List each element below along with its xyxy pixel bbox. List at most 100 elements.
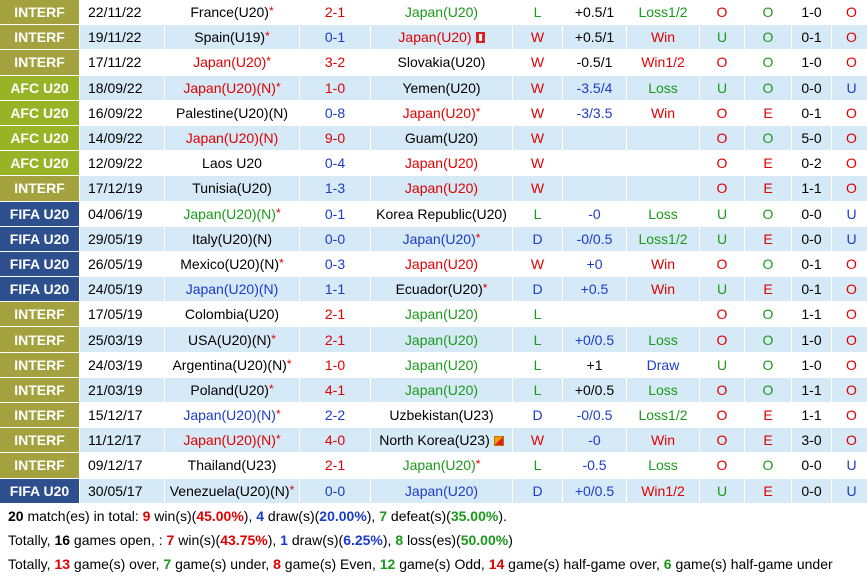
league-badge[interactable]: INTERF — [0, 327, 79, 352]
league-badge[interactable]: INTERF — [0, 176, 79, 201]
home-team-name[interactable]: Venezuela(U20)(N) — [169, 482, 290, 499]
away-team-name[interactable]: Japan(U20) — [404, 482, 479, 499]
match-score[interactable]: 0-3 — [300, 251, 370, 277]
home-team-name[interactable]: Japan(U20)(N) — [183, 205, 276, 222]
odd-even: O — [745, 25, 791, 50]
away-team: Japan(U20)* — [371, 453, 512, 478]
match-score[interactable]: 2-1 — [300, 327, 370, 352]
home-team-name[interactable]: Thailand(U23) — [187, 457, 277, 474]
away-team-name[interactable]: Japan(U20) — [404, 381, 479, 398]
home-team-name[interactable]: Colombia(U20) — [184, 306, 280, 323]
away-team-name[interactable]: Japan(U20) — [404, 4, 479, 21]
league-badge[interactable]: INTERF — [0, 50, 79, 75]
half-time-score: 0-0 — [792, 478, 831, 503]
league-badge[interactable]: FIFA U20 — [0, 201, 79, 226]
home-team-name[interactable]: Argentina(U20)(N) — [172, 356, 287, 373]
home-team-name[interactable]: Japan(U20)(N) — [185, 281, 279, 298]
league-badge[interactable]: INTERF — [0, 377, 79, 402]
league-badge[interactable]: AFC U20 — [0, 125, 79, 151]
home-team-name[interactable]: Mexico(U20)(N) — [180, 255, 280, 272]
over-under: O — [700, 428, 744, 453]
league-badge[interactable]: INTERF — [0, 428, 79, 453]
handicap-result: Win — [627, 277, 699, 302]
match-score[interactable]: 4-0 — [300, 428, 370, 453]
away-team-name[interactable]: Japan(U20) — [404, 255, 479, 272]
home-team-name[interactable]: Japan(U20)(N) — [185, 130, 279, 147]
league-badge[interactable]: AFC U20 — [0, 151, 79, 176]
over-under: O — [700, 100, 744, 125]
league-badge[interactable]: INTERF — [0, 25, 79, 50]
league-badge[interactable]: INTERF — [0, 352, 79, 377]
home-team-name[interactable]: France(U20) — [190, 4, 269, 21]
league-badge[interactable]: FIFA U20 — [0, 226, 79, 251]
home-team-name[interactable]: Palestine(U20)(N) — [175, 104, 289, 121]
match-score[interactable]: 4-1 — [300, 377, 370, 402]
match-score[interactable]: 2-1 — [300, 302, 370, 327]
match-score[interactable]: 0-4 — [300, 151, 370, 176]
match-score[interactable]: 2-1 — [300, 453, 370, 478]
league-badge[interactable]: INTERF — [0, 0, 79, 25]
home-team: Japan(U20)(N)* — [165, 403, 299, 428]
away-team-name[interactable]: Japan(U20) — [402, 230, 476, 247]
match-score[interactable]: 3-2 — [300, 50, 370, 75]
away-team-name[interactable]: Japan(U20) — [404, 356, 479, 373]
away-team-name[interactable]: Japan(U20) — [402, 457, 476, 474]
away-team-name[interactable]: Japan(U20) — [398, 29, 472, 46]
league-badge[interactable]: INTERF — [0, 453, 79, 478]
summary-handicap-line: Totally, 16 games open, : 7 win(s)(43.75… — [0, 527, 867, 552]
league-badge[interactable]: FIFA U20 — [0, 251, 79, 277]
league-badge[interactable]: FIFA U20 — [0, 277, 79, 302]
away-team-name[interactable]: Ecuador(U20) — [395, 281, 483, 298]
league-badge[interactable]: INTERF — [0, 403, 79, 428]
half-time-score: 1-1 — [792, 403, 831, 428]
match-score[interactable]: 1-3 — [300, 176, 370, 201]
league-badge[interactable]: INTERF — [0, 302, 79, 327]
away-team-name[interactable]: Slovakia(U20) — [397, 54, 486, 71]
away-team-name[interactable]: Korea Republic(U20) — [376, 205, 507, 222]
summary-text: Totally, — [8, 531, 55, 548]
match-score[interactable]: 2-2 — [300, 403, 370, 428]
away-team: Yemen(U20) — [371, 75, 512, 100]
away-team-name[interactable]: Uzbekistan(U23) — [389, 407, 494, 424]
league-badge[interactable]: FIFA U20 — [0, 478, 79, 503]
summary-goals-line: Totally, 13 game(s) over, 7 game(s) unde… — [0, 551, 867, 576]
match-score[interactable]: 0-1 — [300, 25, 370, 50]
league-badge[interactable]: AFC U20 — [0, 75, 79, 100]
summary-text: ), — [267, 531, 281, 548]
odd-even: E — [745, 151, 791, 176]
away-team-name[interactable]: North Korea(U23) — [379, 432, 490, 449]
home-team-name[interactable]: Italy(U20)(N) — [191, 230, 273, 247]
league-badge[interactable]: AFC U20 — [0, 100, 79, 125]
half-time-over-under: O — [832, 125, 867, 151]
away-team-name[interactable]: Japan(U20) — [404, 306, 479, 323]
home-team-name[interactable]: Poland(U20) — [190, 381, 269, 398]
away-team-name[interactable]: Japan(U20) — [404, 331, 479, 348]
home-team-name[interactable]: Japan(U20)(N) — [183, 79, 276, 96]
match-score[interactable]: 0-8 — [300, 100, 370, 125]
match-score[interactable]: 0-0 — [300, 478, 370, 503]
away-team-name[interactable]: Japan(U20) — [404, 180, 479, 197]
home-team-name[interactable]: Spain(U19) — [194, 29, 266, 46]
summary-text: draw(s)( — [264, 507, 320, 524]
match-score[interactable]: 9-0 — [300, 125, 370, 151]
match-score[interactable]: 0-1 — [300, 201, 370, 226]
match-score[interactable]: 1-1 — [300, 277, 370, 302]
home-team-name[interactable]: Japan(U20)(N) — [183, 407, 276, 424]
match-score[interactable]: 1-0 — [300, 352, 370, 377]
odd-even: O — [745, 352, 791, 377]
away-team-name[interactable]: Japan(U20) — [402, 104, 476, 121]
table-row: AFC U20 14/09/22 Japan(U20)(N) 9-0 Guam(U20)… — [0, 125, 867, 151]
home-team-name[interactable]: Tunisia(U20) — [192, 180, 272, 197]
summary-text: ), — [382, 531, 396, 548]
odd-even: O — [745, 201, 791, 226]
home-team-name[interactable]: Japan(U20)(N) — [183, 432, 276, 449]
match-score[interactable]: 2-1 — [300, 0, 370, 25]
away-team-name[interactable]: Guam(U20) — [404, 130, 479, 147]
away-team-name[interactable]: Yemen(U20) — [402, 79, 481, 96]
match-score[interactable]: 0-0 — [300, 226, 370, 251]
home-team-name[interactable]: Japan(U20) — [193, 54, 267, 71]
match-score[interactable]: 1-0 — [300, 75, 370, 100]
away-team-name[interactable]: Japan(U20) — [404, 155, 479, 172]
home-team-name[interactable]: USA(U20)(N) — [188, 331, 272, 348]
home-team-name[interactable]: Laos U20 — [202, 155, 262, 172]
